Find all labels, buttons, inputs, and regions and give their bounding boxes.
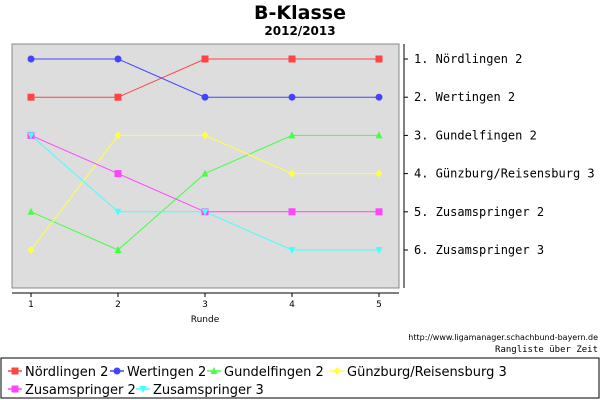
legend-marker	[11, 385, 19, 393]
rank-label: 1. Nördlingen 2	[414, 52, 522, 66]
x-tick-label: 3	[202, 300, 208, 310]
rank-label: 4. Günzburg/Reisensburg 3	[414, 167, 595, 181]
x-tick-label: 2	[115, 300, 121, 310]
data-point	[288, 169, 296, 178]
data-point	[27, 207, 35, 215]
data-point	[114, 55, 122, 63]
data-point	[201, 93, 209, 101]
data-point	[114, 93, 122, 101]
data-point	[375, 208, 383, 216]
data-point	[375, 93, 383, 101]
data-point	[27, 246, 35, 254]
legend-items: Nördlingen 2 Wertingen 2 Gundelfingen 2 Gün…	[8, 365, 507, 398]
data-point	[201, 131, 209, 140]
x-tick-label: 1	[28, 300, 34, 310]
data-point	[27, 93, 35, 101]
data-point	[114, 131, 122, 140]
source-text: http://www.ligamanager.schachbund-bayern…	[408, 333, 598, 342]
data-point	[201, 208, 209, 216]
legend-marker	[139, 386, 147, 393]
chart-title: B-Klasse	[254, 2, 346, 24]
legend-label: Gundelfingen 2	[224, 365, 324, 380]
data-point	[288, 247, 296, 254]
rank-label: 5. Zusamspringer 2	[414, 205, 544, 219]
data-point	[201, 55, 209, 63]
legend-label: Zusamspringer 2	[25, 383, 136, 398]
data-point	[27, 132, 35, 140]
rank-label: 3. Gundelfingen 2	[414, 128, 537, 142]
data-point	[114, 246, 122, 253]
chart-subtitle: 2012/2013	[264, 24, 335, 38]
legend-marker	[333, 367, 341, 375]
legend	[0, 357, 600, 399]
note-text: Rangliste über Zeit	[495, 345, 598, 355]
x-tick-label: 4	[289, 300, 295, 310]
legend-marker	[113, 367, 121, 375]
rank-label: 2. Wertingen 2	[414, 90, 515, 104]
x-axis-label: Runde	[191, 315, 220, 325]
data-point	[27, 55, 35, 63]
legend-label: Günzburg/Reisensburg 3	[347, 365, 507, 380]
data-point	[375, 247, 383, 254]
legend-label: Nördlingen 2	[25, 365, 108, 380]
x-tick-label: 5	[376, 300, 382, 310]
data-point	[114, 208, 122, 216]
data-point	[114, 170, 122, 178]
series-markers	[27, 55, 383, 254]
rank-axis: 1. Nördlingen 2 2. Wertingen 2 3. Gundelfi…	[403, 44, 595, 288]
data-point	[375, 55, 383, 63]
data-point	[375, 131, 383, 139]
x-axis: 1 2 3 4 5	[12, 292, 399, 310]
legend-label: Wertingen 2	[127, 365, 206, 380]
plot-area	[11, 43, 400, 289]
data-point	[375, 169, 383, 178]
data-point	[288, 208, 296, 216]
rank-label: 6. Zusamspringer 3	[414, 243, 544, 257]
legend-label: Zusamspringer 3	[153, 383, 264, 398]
legend-marker	[11, 367, 19, 375]
data-point	[288, 131, 296, 139]
legend-marker	[210, 367, 218, 374]
data-point	[288, 55, 296, 63]
data-point	[201, 169, 209, 177]
data-point	[288, 93, 296, 101]
